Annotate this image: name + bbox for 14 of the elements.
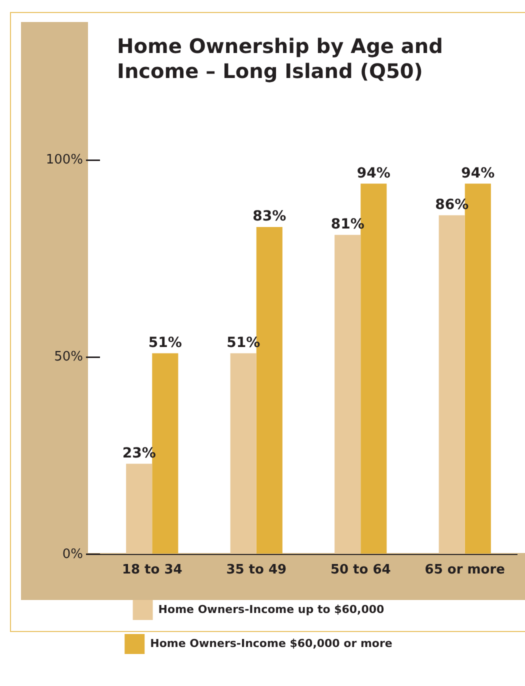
x-tick-label: 65 or more: [424, 562, 506, 578]
data-label: 51%: [148, 334, 182, 351]
y-tick-label: 0%: [62, 546, 83, 562]
y-tick-label: 50%: [54, 350, 83, 365]
legend-label: Home Owners-Income $60,000 or more: [150, 636, 392, 650]
x-tick-label: 18 to 34: [122, 562, 182, 578]
legend-label: Home Owners-Income up to $60,000: [158, 602, 385, 616]
x-tick-label: 35 to 49: [226, 562, 287, 578]
data-label: 94%: [461, 165, 495, 182]
y-tick-label: 100%: [46, 152, 83, 168]
x-tick-label: 50 to 64: [330, 562, 391, 578]
data-label: 94%: [356, 165, 390, 182]
chart-title: Home Ownership by Age and Income – Long Island (Q50): [117, 34, 444, 84]
data-label: 83%: [252, 208, 286, 225]
